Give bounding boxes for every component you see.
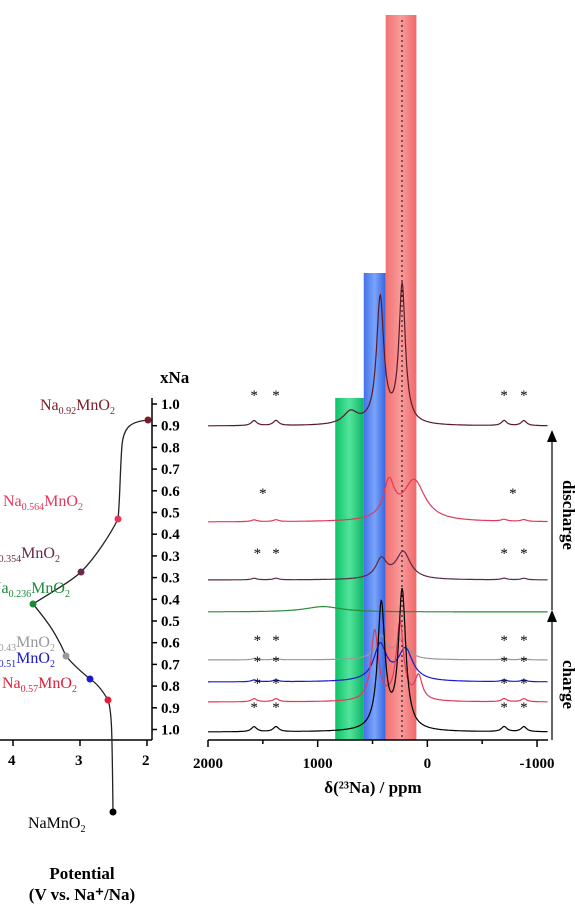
- discharge-label: discharge: [559, 480, 575, 550]
- sideband-asterisk: *: [254, 676, 262, 692]
- xna-tick-label: 0.4: [161, 527, 180, 543]
- sideband-asterisk: *: [254, 546, 262, 562]
- spectrum-trace: [208, 282, 548, 427]
- potential-xlabel-line1: Potential: [49, 864, 114, 883]
- sideband-asterisk: *: [272, 700, 280, 716]
- xna-tick-label: 0.8: [161, 679, 180, 695]
- xna-tick-label: 0.7: [161, 657, 180, 673]
- charge-label: charge: [559, 660, 575, 710]
- sideband-asterisk: *: [272, 546, 280, 562]
- composition-points: [29, 416, 152, 816]
- spectrum-trace: [208, 606, 548, 613]
- nmr-panel: * * * * * * * * * * * * * * * * * * * * * * * * * * 2000 1000 0 -100…: [193, 15, 575, 797]
- sideband-asterisk: *: [254, 633, 262, 649]
- xna-tick-label: 0.3: [161, 549, 180, 565]
- composition-label: Na0.43MnO2: [0, 634, 55, 654]
- sideband-asterisk: *: [500, 676, 508, 692]
- composition-labels: Na0.92MnO2 Na0.564MnO2 Na0.354MnO2 Na0.236M…: [0, 397, 115, 835]
- potential-curve: [32, 419, 149, 813]
- composition-label: Na0.236MnO2: [0, 580, 70, 600]
- highlight-bands: [335, 15, 417, 740]
- spectrum-trace: [208, 476, 548, 523]
- composition-label: Na0.57MnO2: [2, 675, 77, 695]
- xna-tick-label: 0.6: [161, 484, 180, 500]
- composition-label: Na0.564MnO2: [3, 493, 83, 513]
- composition-point: [109, 808, 117, 816]
- sideband-asterisk: *: [272, 388, 280, 404]
- sideband-asterisk: *: [520, 546, 528, 562]
- sideband-asterisk: *: [500, 654, 508, 670]
- sideband-asterisk: *: [500, 633, 508, 649]
- sideband-asterisk: *: [250, 388, 258, 404]
- xna-axis-title: xNa: [160, 368, 190, 387]
- potential-panel: 1.0 0.9 0.8 0.7 0.6 0.5 0.4 0.3 0.3 0.4 0.5 0.6 0.7 0…: [0, 368, 190, 904]
- sideband-asterisk: *: [259, 486, 267, 502]
- sideband-asterisk: *: [500, 388, 508, 404]
- potential-tick-2: 2: [142, 753, 150, 769]
- xna-tick-label: 0.9: [161, 701, 180, 717]
- ppm-tick-label: 2000: [193, 756, 223, 772]
- spectrum-trace: [208, 587, 548, 733]
- sideband-asterisk: *: [520, 654, 528, 670]
- ppm-tick-label: 0: [424, 756, 432, 772]
- composition-point: [86, 675, 94, 683]
- sideband-asterisk: *: [500, 700, 508, 716]
- highlight-band: [385, 15, 417, 740]
- sideband-asterisk: *: [254, 654, 262, 670]
- highlight-band: [363, 273, 386, 740]
- composition-point: [77, 568, 85, 576]
- potential-x-ticks: 4 3 2: [8, 740, 150, 769]
- composition-point: [144, 416, 152, 424]
- xna-tick-label: 0.5: [161, 614, 180, 630]
- ppm-tick-label: 1000: [303, 756, 333, 772]
- highlight-band: [335, 398, 364, 740]
- composition-label: Na0.354MnO2: [0, 545, 60, 565]
- sideband-asterisk: *: [520, 388, 528, 404]
- spectrum-trace: [208, 550, 548, 581]
- sideband-asterisk: *: [509, 486, 517, 502]
- potential-tick-4: 4: [8, 753, 16, 769]
- potential-xlabel-line2: (V vs. Na⁺/Na): [29, 885, 135, 904]
- sideband-asterisk: *: [520, 676, 528, 692]
- sideband-asterisk: *: [520, 700, 528, 716]
- spectra: [208, 282, 548, 733]
- sideband-asterisk: *: [272, 676, 280, 692]
- ppm-tick-label: -1000: [520, 756, 555, 772]
- discharge-arrowhead: [547, 430, 557, 442]
- ppm-ticks: 2000 1000 0 -1000: [193, 740, 555, 772]
- sideband-asterisk: *: [520, 633, 528, 649]
- xna-tick-label: 1.0: [161, 723, 180, 739]
- composition-label: Na0.51MnO2: [0, 650, 55, 670]
- xna-ticks: 1.0 0.9 0.8 0.7 0.6 0.5 0.4 0.3 0.3 0.4 0.5 0.6 0.7 0…: [152, 397, 180, 739]
- xna-tick-label: 0.4: [161, 592, 180, 608]
- xna-tick-label: 0.8: [161, 440, 180, 456]
- xna-tick-label: 0.3: [161, 571, 180, 587]
- sideband-asterisk: *: [500, 546, 508, 562]
- sideband-asterisk: *: [272, 633, 280, 649]
- composition-point: [29, 600, 37, 608]
- xna-tick-label: 0.7: [161, 462, 180, 478]
- spinning-sidebands: * * * * * * * * * * * * * * * * * * * * * * * * * *: [250, 388, 527, 716]
- composition-point: [114, 515, 122, 523]
- xna-tick-label: 0.5: [161, 506, 180, 522]
- composition-point: [62, 652, 70, 660]
- potential-tick-3: 3: [75, 753, 83, 769]
- composition-label: Na0.92MnO2: [40, 397, 115, 417]
- xna-tick-label: 0.9: [161, 419, 180, 435]
- sideband-asterisk: *: [272, 654, 280, 670]
- charge-arrowhead: [547, 610, 557, 622]
- composition-point: [104, 696, 112, 704]
- xna-tick-label: 0.6: [161, 636, 180, 652]
- xna-tick-label: 1.0: [161, 397, 180, 413]
- ppm-axis-title: δ(²³Na) / ppm: [324, 778, 421, 797]
- composition-label: NaMnO2: [28, 815, 85, 835]
- sideband-asterisk: *: [250, 700, 258, 716]
